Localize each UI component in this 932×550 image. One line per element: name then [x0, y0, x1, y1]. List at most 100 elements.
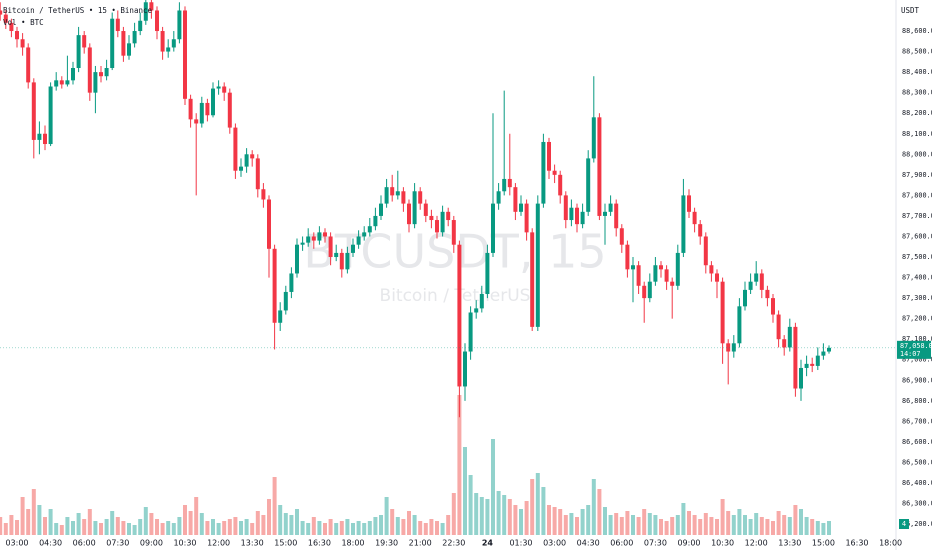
- candle-body: [675, 252, 680, 286]
- volume-bar: [726, 511, 731, 535]
- volume-bar: [345, 519, 350, 535]
- volume-bar: [54, 523, 59, 535]
- volume-badge: 4: [902, 520, 906, 528]
- volume-bar: [155, 519, 159, 535]
- volume-bar: [76, 513, 81, 535]
- volume-bar: [143, 507, 148, 535]
- volume-bar: [104, 519, 109, 535]
- candle-body: [530, 232, 535, 327]
- candle-body: [720, 281, 725, 344]
- volume-bar: [524, 501, 529, 535]
- volume-bar: [799, 509, 803, 535]
- candle-body: [446, 211, 451, 221]
- volume-bar: [586, 505, 591, 535]
- candle-body: [379, 203, 383, 216]
- x-tick-label: 13:30: [778, 539, 801, 548]
- y-tick-label: 88,600.00: [902, 27, 932, 35]
- candle-body: [155, 10, 159, 32]
- volume-legend[interactable]: Vol • BTC: [3, 18, 44, 27]
- y-tick-label: 87,600.00: [902, 232, 932, 240]
- volume-bar: [485, 499, 490, 535]
- volume-bar: [479, 497, 484, 535]
- candle-body: [608, 203, 613, 212]
- volume-bar: [614, 513, 619, 535]
- y-tick-label: 86,300.00: [902, 500, 932, 508]
- x-tick-label: 15:00: [274, 539, 297, 548]
- volume-bar: [48, 509, 53, 535]
- volume-bar: [681, 503, 686, 535]
- candle-body: [255, 158, 260, 190]
- candle-body: [670, 281, 675, 286]
- candle-body: [513, 187, 518, 212]
- y-tick-label: 87,100.00: [902, 335, 932, 343]
- x-tick-label: 04:30: [39, 539, 62, 548]
- volume-bar: [653, 515, 658, 535]
- volume-bar: [804, 517, 809, 535]
- volume-bar: [491, 439, 495, 535]
- candle-body: [3, 14, 8, 23]
- candle-body: [295, 244, 299, 274]
- volume-bar: [138, 519, 143, 535]
- y-tick-label: 88,100.00: [902, 130, 932, 138]
- candle-body: [222, 86, 227, 93]
- volume-bar: [188, 511, 193, 535]
- candle-body: [127, 43, 131, 56]
- candle-body: [715, 273, 719, 282]
- candle-body: [821, 351, 826, 356]
- candle-body: [485, 252, 490, 295]
- x-tick-label: 06:00: [610, 539, 633, 548]
- volume-bar: [261, 515, 266, 535]
- y-tick-label: 87,200.00: [902, 315, 932, 323]
- y-tick-label: 87,400.00: [902, 274, 932, 282]
- candle-body: [283, 291, 288, 311]
- volume-bar: [457, 395, 462, 535]
- candle-body: [250, 154, 255, 159]
- candle-body: [642, 285, 647, 299]
- volume-bar: [171, 523, 176, 535]
- candle-body: [810, 363, 815, 366]
- candle-body: [664, 269, 669, 282]
- x-tick-label: 12:00: [207, 539, 230, 548]
- candle-body: [37, 133, 42, 140]
- candle-body: [479, 294, 484, 309]
- candle-body: [328, 236, 333, 258]
- volume-bar: [507, 499, 512, 535]
- candle-body: [457, 244, 462, 387]
- candle-body: [244, 154, 249, 167]
- candle-body: [289, 273, 294, 292]
- candle-body: [43, 133, 47, 145]
- volume-bar: [737, 509, 742, 535]
- candle-body: [687, 195, 691, 212]
- volume-bar: [115, 517, 120, 535]
- candle-body: [76, 35, 81, 69]
- y-tick-label: 88,000.00: [902, 150, 932, 158]
- volume-bar: [283, 513, 288, 535]
- candle-body: [547, 141, 551, 171]
- candle-body: [440, 211, 445, 233]
- volume-bar: [351, 523, 355, 535]
- x-tick-label: 09:00: [677, 539, 700, 548]
- candle-body: [507, 178, 512, 188]
- volume-bar: [339, 521, 344, 535]
- x-tick-label: 06:00: [73, 539, 96, 548]
- volume-bar: [379, 515, 383, 535]
- candle-body: [48, 86, 53, 145]
- volume-bar: [647, 513, 652, 535]
- candle-body: [272, 248, 277, 323]
- countdown-label: 14:07: [900, 350, 920, 358]
- volume-bar: [519, 509, 523, 535]
- candle-body: [87, 47, 92, 93]
- candle-body: [765, 289, 770, 299]
- legend-title[interactable]: Bitcoin / TetherUS • 15 • Binance: [3, 6, 152, 15]
- candle-body: [26, 47, 31, 83]
- candle-body: [278, 310, 283, 323]
- y-tick-label: 88,500.00: [902, 48, 932, 56]
- candle-body: [227, 92, 232, 128]
- volume-bar: [474, 493, 479, 535]
- candle-body: [541, 141, 546, 204]
- volume-bar: [272, 477, 277, 535]
- volume-bar: [278, 505, 283, 535]
- candle-body: [317, 232, 322, 241]
